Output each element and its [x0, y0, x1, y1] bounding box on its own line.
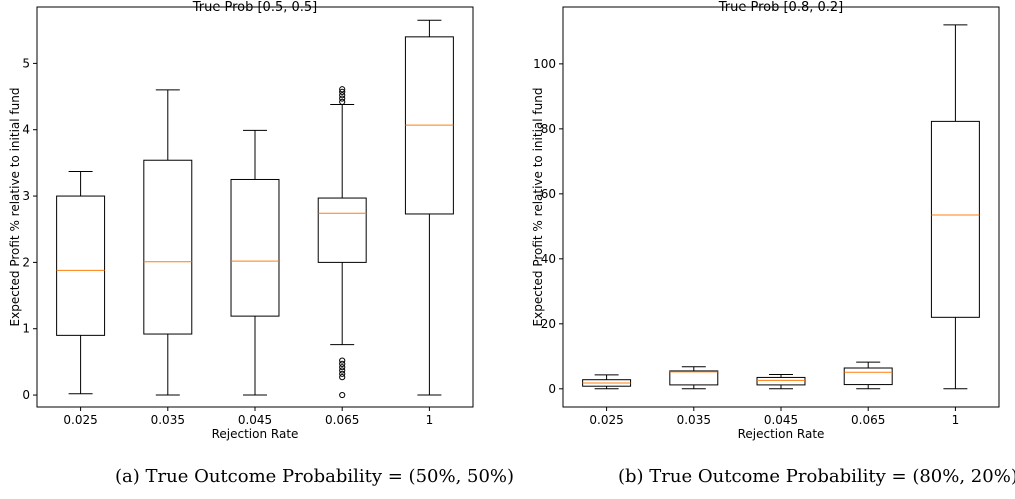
box-iqr	[230, 178, 280, 317]
outlier-point	[339, 374, 346, 381]
caption-a: (a) True Outcome Probability = (50%, 50%…	[115, 466, 515, 487]
box-iqr	[143, 159, 193, 335]
outlier-point	[339, 364, 346, 371]
x-tick-label: 0.035	[151, 413, 185, 427]
x-axis-label: Rejection Rate	[738, 427, 825, 441]
box-0.025	[56, 171, 106, 395]
box-1	[404, 19, 454, 396]
box-0.045	[230, 129, 280, 396]
outlier-point	[339, 86, 346, 93]
outlier-point	[339, 92, 346, 99]
box-0.065	[843, 361, 893, 390]
y-tick-label: 80	[541, 122, 556, 136]
x-tick-label: 1	[426, 413, 434, 427]
box-iqr	[56, 195, 106, 336]
caption-b: (b) True Outcome Probability = (80%, 20%…	[618, 466, 1015, 487]
x-tick-label: 0.065	[851, 413, 885, 427]
y-tick-label: 4	[22, 123, 30, 137]
y-tick-label: 40	[541, 252, 556, 266]
x-tick-label: 0.025	[589, 413, 623, 427]
x-tick-label: 0.025	[63, 413, 97, 427]
box-0.045	[756, 374, 806, 390]
y-tick-label: 1	[22, 322, 30, 336]
box-iqr	[669, 370, 719, 386]
x-tick-label: 0.045	[238, 413, 272, 427]
outlier-point	[339, 98, 346, 105]
outlier-point	[339, 391, 346, 399]
box-0.035	[669, 366, 719, 390]
outlier-point	[339, 357, 346, 364]
x-tick-label: 0.045	[764, 413, 798, 427]
x-tick-label: 0.035	[677, 413, 711, 427]
y-tick-label: 2	[22, 255, 30, 269]
box-iqr	[843, 367, 893, 386]
box-iqr	[930, 120, 980, 318]
y-tick-label: 0	[548, 382, 556, 396]
y-tick-label: 3	[22, 189, 30, 203]
box-0.035	[143, 89, 193, 396]
outlier-point	[339, 360, 346, 367]
outlier-point	[339, 95, 346, 102]
box-0.065	[317, 86, 367, 399]
plot-frame	[562, 6, 1000, 408]
y-tick-label: 0	[22, 388, 30, 402]
box-0.025	[582, 374, 632, 390]
y-tick-label: 60	[541, 187, 556, 201]
y-tick-label: 100	[533, 57, 556, 71]
y-axis-label: Expected Profit % relative to initial fu…	[8, 88, 22, 327]
outlier-point	[339, 88, 346, 96]
box-iqr	[756, 376, 806, 386]
y-axis-label: Expected Profit % relative to initial fu…	[531, 88, 545, 327]
y-tick-label: 20	[541, 317, 556, 331]
outlier-point	[339, 367, 346, 374]
x-axis-label: Rejection Rate	[212, 427, 299, 441]
outlier-point	[339, 370, 346, 377]
y-tick-label: 5	[22, 56, 30, 70]
box-1	[930, 24, 980, 390]
x-tick-label: 0.065	[325, 413, 359, 427]
box-iqr	[317, 197, 367, 263]
x-tick-label: 1	[952, 413, 960, 427]
